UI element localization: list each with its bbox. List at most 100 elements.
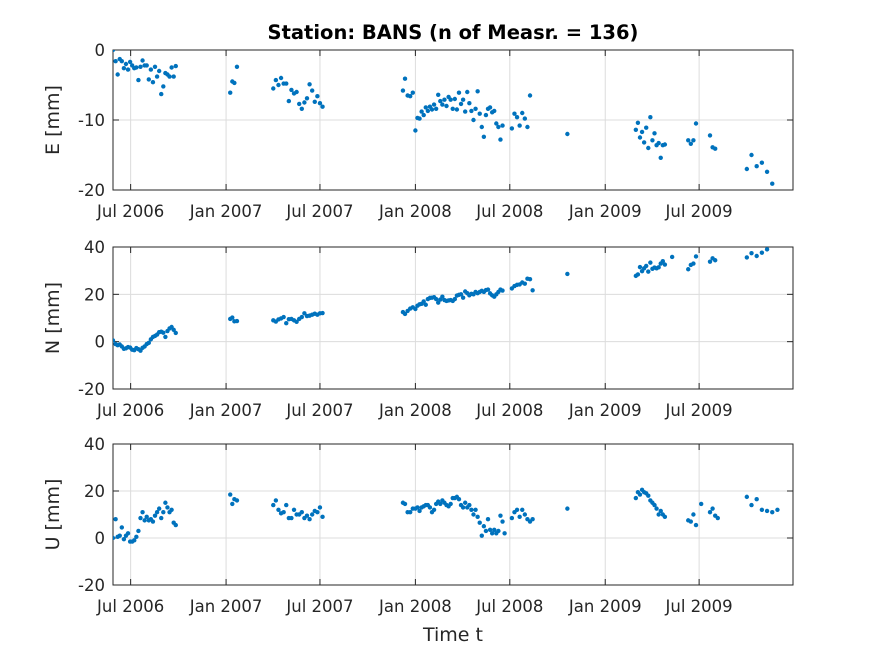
data-point [458, 292, 464, 297]
data-point [639, 129, 645, 135]
x-axis-label: Time t [422, 624, 483, 646]
x-tick-label: Jul 2007 [285, 597, 353, 616]
y-tick-label: -10 [78, 111, 105, 130]
data-point [654, 506, 659, 511]
data-point [637, 135, 643, 140]
data-point [693, 522, 699, 528]
data-point [688, 141, 694, 146]
data-points [113, 50, 775, 186]
figure-title: Station: BANS (n of Measr. = 136) [268, 21, 639, 44]
y-tick-label: -20 [78, 576, 105, 595]
data-point [744, 166, 750, 172]
data-point [691, 138, 696, 143]
data-point [281, 509, 286, 515]
data-point [417, 116, 422, 121]
data-point [161, 84, 166, 89]
data-point [475, 514, 480, 520]
data-point [427, 505, 433, 510]
data-point [707, 133, 713, 138]
data-point [440, 102, 445, 107]
data-point [119, 525, 125, 530]
data-point [715, 515, 720, 521]
panel-e: Jul 2006 Jan 2007 Jul 2007 Jan 2008 Jul 2008… [42, 41, 794, 221]
data-point [759, 160, 765, 165]
data-point [173, 330, 178, 336]
x-tick-label: Jan 2009 [568, 597, 642, 616]
data-point [477, 111, 482, 116]
data-point [289, 87, 294, 93]
data-point [161, 330, 166, 335]
data-point [637, 264, 643, 270]
data-point [299, 509, 305, 515]
data-point [402, 311, 408, 317]
data-point [415, 505, 420, 510]
data-point [230, 501, 235, 507]
data-point [662, 514, 668, 520]
data-point [454, 107, 460, 112]
data-point [148, 67, 154, 72]
data-point [413, 128, 418, 133]
data-point [522, 512, 528, 517]
data-point [475, 89, 480, 94]
data-point [744, 494, 750, 500]
data-point [652, 502, 657, 508]
data-point [565, 506, 570, 511]
data-point [315, 94, 320, 99]
data-point [286, 98, 292, 104]
data-point [496, 528, 501, 534]
data-point [165, 505, 170, 510]
data-point [527, 276, 533, 282]
data-point [712, 146, 718, 151]
x-tick-label: Jan 2009 [568, 202, 642, 221]
x-tick-label: Jul 2006 [96, 401, 164, 420]
data-point [140, 58, 145, 63]
y-tick-label: -20 [78, 181, 105, 200]
data-point [281, 314, 286, 320]
data-point [159, 91, 164, 97]
data-point [483, 528, 489, 534]
axes-box [112, 246, 794, 390]
data-point [775, 507, 780, 512]
data-point [646, 269, 651, 274]
data-point [514, 507, 520, 512]
data-point [635, 120, 641, 126]
data-point [469, 108, 474, 114]
y-axis-label-u: U [mm] [42, 479, 64, 551]
data-point [421, 112, 426, 118]
data-point [520, 110, 525, 116]
data-point [494, 121, 499, 126]
x-tick-label: Jan 2008 [378, 597, 452, 616]
data-point [452, 96, 458, 102]
data-point [644, 263, 649, 269]
x-tick-label: Jan 2007 [189, 401, 263, 420]
data-point [169, 65, 174, 70]
data-point [171, 74, 176, 79]
data-point [481, 524, 487, 529]
data-point [759, 507, 765, 512]
data-point [477, 520, 482, 525]
data-point [514, 115, 520, 120]
y-tick-label: 0 [95, 41, 106, 60]
data-point [440, 294, 445, 299]
data-point [479, 124, 484, 130]
data-point [299, 314, 305, 320]
x-tick-label: Jul 2009 [665, 202, 733, 221]
data-point [284, 321, 289, 326]
data-point [509, 515, 515, 521]
data-point [113, 535, 116, 541]
data-point [304, 513, 310, 518]
data-point [686, 267, 691, 272]
data-point [565, 271, 570, 277]
data-point [278, 75, 284, 81]
data-point [496, 124, 501, 130]
data-point [712, 258, 718, 263]
data-point [121, 536, 127, 542]
data-point [127, 59, 133, 65]
data-point [686, 138, 691, 143]
data-point [448, 97, 453, 102]
data-point [660, 259, 666, 264]
data-point [134, 534, 139, 540]
data-point [438, 501, 443, 507]
data-point [448, 501, 453, 507]
data-point [485, 287, 491, 292]
